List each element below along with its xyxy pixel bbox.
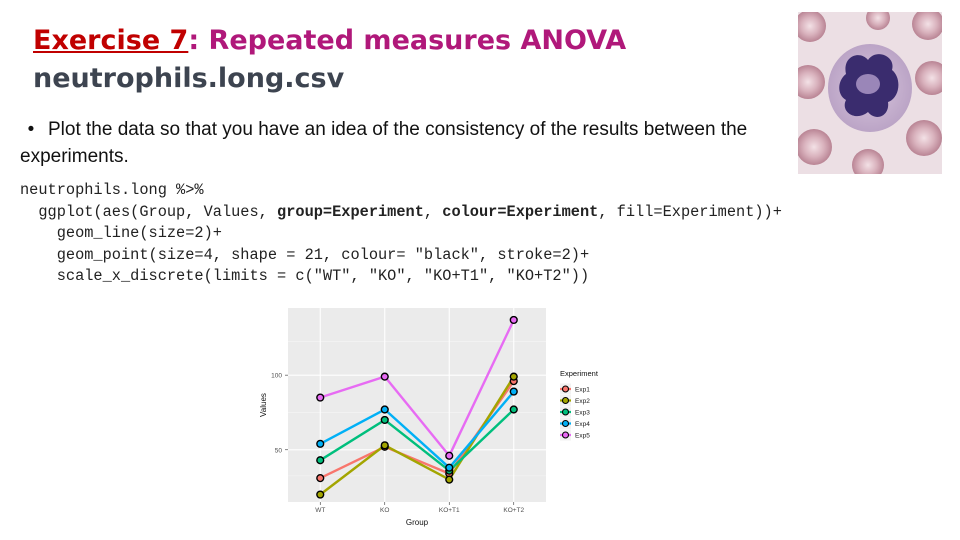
- data-point-exp3: [380, 415, 389, 425]
- legend-label-exp5: Exp5: [575, 432, 590, 439]
- bullet-text: Plot the data so that you have an idea o…: [20, 119, 748, 167]
- legend-key-point: [561, 408, 570, 416]
- legend-key-point: [561, 396, 570, 405]
- data-point-exp4: [445, 463, 454, 472]
- legend-label-exp2: Exp2: [575, 398, 590, 405]
- data-point-exp2: [380, 441, 389, 450]
- x-tick-label: WT: [315, 507, 325, 514]
- bullet-icon: •: [27, 119, 35, 140]
- legend-key-point: [561, 385, 570, 393]
- title-topic: : Repeated measures ANOVA: [188, 25, 627, 56]
- code-colour-argument: colour=Experiment: [442, 202, 599, 221]
- legend-label-exp4: Exp4: [575, 421, 590, 428]
- data-point-exp5: [509, 315, 518, 325]
- legend-key-point: [561, 419, 570, 428]
- slide-subtitle: neutrophils.long.csv: [33, 63, 345, 94]
- x-tick-label: KO: [380, 507, 389, 514]
- code-line-5: scale_x_discrete(limits = c("WT", "KO", …: [20, 267, 590, 286]
- series-line-exp5: [319, 319, 515, 457]
- data-point-exp4: [316, 439, 325, 448]
- y-axis-label: Values: [259, 393, 268, 417]
- data-point-exp5: [380, 372, 389, 381]
- data-point-exp2: [509, 372, 518, 381]
- data-point-exp3: [509, 405, 518, 414]
- code-line-2-start: ggplot(aes(Group, Values,: [20, 202, 278, 221]
- legend-label-exp3: Exp3: [575, 409, 590, 416]
- data-point-exp2: [445, 475, 454, 484]
- data-point-exp4: [509, 387, 518, 396]
- data-point-exp4: [380, 405, 389, 414]
- title-exercise-number: Exercise 7: [33, 25, 189, 56]
- plot-panel: [288, 308, 546, 502]
- bullet-point: • Plot the data so that you have an idea …: [20, 116, 780, 170]
- x-tick-label: KO+T2: [503, 507, 524, 514]
- legend-key-point: [561, 431, 570, 439]
- code-group-argument: group=Experiment: [277, 202, 424, 221]
- x-axis-label: Group: [406, 518, 429, 527]
- legend-label-exp1: Exp1: [575, 386, 590, 393]
- legend-title: Experiment: [560, 369, 599, 378]
- code-line-2: ggplot(aes(Group, Values, group=Experime…: [20, 203, 782, 221]
- code-line-2-sep: ,: [423, 202, 443, 221]
- code-line-1: neutrophils.long %>%: [20, 181, 204, 199]
- data-point-exp2: [316, 490, 325, 499]
- neutrophil-photo: [798, 12, 942, 174]
- data-point-exp3: [316, 456, 325, 465]
- code-line-4: geom_point(size=4, shape = 21, colour= "…: [20, 245, 590, 264]
- code-line-2-end: , fill=Experiment))+: [598, 202, 782, 221]
- code-block: neutrophils.long %>% ggplot(aes(Group, V…: [20, 180, 782, 288]
- slide-title: Exercise 7: Repeated measures ANOVA neut…: [33, 22, 626, 98]
- y-tick-label: 50: [275, 447, 283, 454]
- x-tick-label: KO+T1: [439, 507, 460, 514]
- series-line-exp4: [319, 390, 515, 469]
- y-tick-label: 100: [271, 373, 282, 380]
- data-point-exp1: [316, 474, 325, 483]
- code-line-3: geom_line(size=2)+: [20, 224, 222, 243]
- data-point-exp5: [316, 393, 325, 402]
- line-chart: 50 100 WT KO KO+T1 KO+T2 Group Values Experiment…: [259, 308, 599, 527]
- data-point-exp5: [445, 451, 454, 460]
- series-line-exp3: [319, 408, 515, 472]
